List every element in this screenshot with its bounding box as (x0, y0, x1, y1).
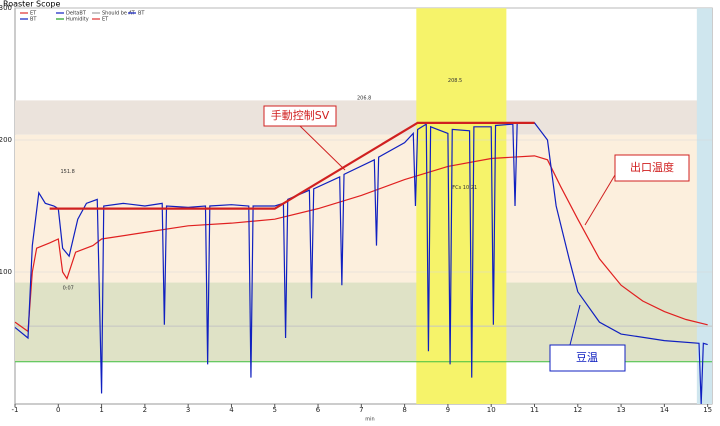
x-tick-label: 2 (143, 406, 147, 414)
annotation: 206.8 (357, 95, 371, 101)
x-tick-label: 7 (359, 406, 363, 414)
annotation: FCs 10:21 (452, 185, 477, 191)
x-tick-label: 3 (186, 406, 190, 414)
legend-label: BT (138, 11, 145, 17)
arrow (584, 174, 616, 226)
y-tick-label: 100 (0, 268, 12, 276)
legend-label: BT (30, 17, 37, 23)
y-tick-label: 200 (0, 136, 12, 144)
x-tick-label: 15 (703, 406, 712, 414)
x-tick-label: 11 (530, 406, 539, 414)
legend-label: ET (30, 11, 37, 17)
callout-box (549, 344, 626, 372)
callout: 出口温度 (630, 160, 674, 174)
arrow (569, 304, 581, 346)
x-band (696, 8, 712, 404)
x-tick-label: 9 (446, 406, 450, 414)
x-tick-label: 8 (402, 406, 406, 414)
callout: 豆温 (576, 351, 598, 364)
annotation: 208.5 (448, 78, 462, 84)
x-tick-label: -1 (12, 406, 19, 414)
series-line (49, 121, 535, 210)
legend-label: Should be AT (102, 11, 136, 17)
x-tick-label: 13 (617, 406, 626, 414)
x-tick-label: 6 (316, 406, 321, 414)
x-tick-label: 1 (99, 406, 103, 414)
y-tick-label: 300 (0, 4, 12, 12)
annotation: 0:07 (63, 285, 74, 291)
x-tick-label: 14 (660, 406, 669, 414)
arrow (299, 125, 346, 171)
x-tick-label: 5 (273, 406, 277, 414)
legend-label: Humidity (66, 17, 89, 23)
x-tick-label: 4 (229, 406, 234, 414)
legend-label: ET (102, 17, 109, 23)
callout-box (614, 154, 690, 182)
chart-title: Roaster Scope (3, 0, 61, 9)
series-line (14, 155, 708, 333)
legend-label: DeltaBT (66, 11, 87, 17)
x-tick-label: 0 (56, 406, 60, 414)
annotation: 151.8 (60, 169, 74, 175)
callout: 手動控制SV (271, 108, 330, 122)
band (15, 100, 712, 135)
x-band (416, 8, 507, 404)
x-axis-label: min (365, 417, 374, 423)
x-tick-label: 10 (487, 406, 496, 414)
x-tick-label: 12 (573, 406, 582, 414)
